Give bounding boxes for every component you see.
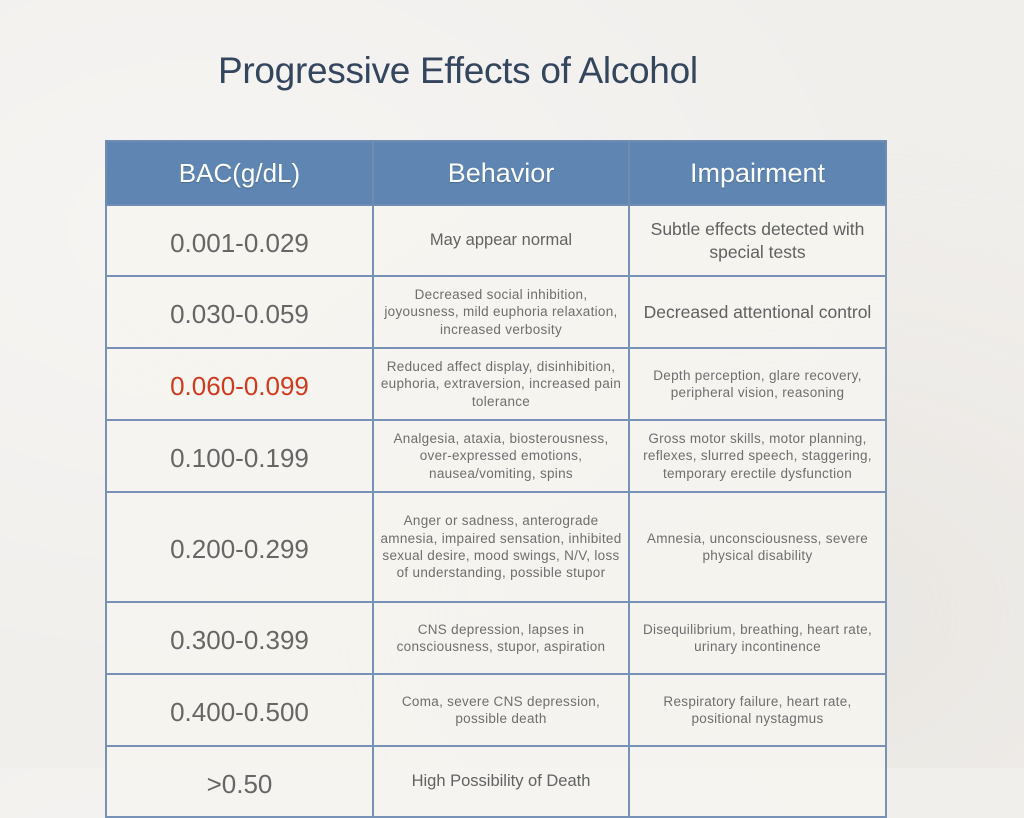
header-impairment: Impairment (628, 140, 887, 206)
header-bac: BAC(g/dL) (105, 140, 374, 206)
bac-cell: 0.300-0.399 (105, 601, 374, 675)
bac-cell: 0.100-0.199 (105, 419, 374, 493)
impairment-cell: Subtle effects detected with special tes… (628, 204, 887, 277)
slide-title: Progressive Effects of Alcohol (218, 50, 698, 91)
bac-cell: 0.030-0.059 (105, 275, 374, 349)
impairment-cell: Decreased attentional control (628, 275, 887, 349)
table-row: 0.030-0.059 Decreased social inhibition,… (105, 275, 887, 349)
impairment-cell: Gross motor skills, motor planning, refl… (628, 419, 887, 493)
table-row: 0.300-0.399 CNS depression, lapses in co… (105, 601, 887, 675)
bac-cell: 0.200-0.299 (105, 491, 374, 603)
table-row: 0.200-0.299 Anger or sadness, anterograd… (105, 491, 887, 603)
behavior-cell: May appear normal (372, 204, 630, 277)
behavior-cell: Reduced affect display, disinhibition, e… (372, 347, 630, 421)
behavior-cell: Decreased social inhibition, joyousness,… (372, 275, 630, 349)
impairment-cell: Disequilibrium, breathing, heart rate, u… (628, 601, 887, 675)
table-header-row: BAC(g/dL) Behavior Impairment (105, 140, 887, 206)
behavior-cell: High Possibility of Death (372, 745, 630, 818)
bac-cell: 0.001-0.029 (105, 204, 374, 277)
impairment-cell: Depth perception, glare recovery, periph… (628, 347, 887, 421)
bac-cell: 0.400-0.500 (105, 673, 374, 747)
header-behavior: Behavior (372, 140, 630, 206)
behavior-cell: Analgesia, ataxia, biosterousness, over-… (372, 419, 630, 493)
impairment-cell-empty (628, 745, 887, 818)
impairment-cell: Amnesia, unconsciousness, severe physica… (628, 491, 887, 603)
table-row: >0.50 High Possibility of Death (105, 745, 887, 818)
behavior-cell: CNS depression, lapses in consciousness,… (372, 601, 630, 675)
bac-cell: >0.50 (105, 745, 374, 818)
table-row: 0.060-0.099 Reduced affect display, disi… (105, 347, 887, 421)
behavior-cell: Anger or sadness, anterograde amnesia, i… (372, 491, 630, 603)
table-row: 0.400-0.500 Coma, severe CNS depression,… (105, 673, 887, 747)
table-row: 0.001-0.029 May appear normal Subtle eff… (105, 204, 887, 277)
behavior-cell: Coma, severe CNS depression, possible de… (372, 673, 630, 747)
table-row: 0.100-0.199 Analgesia, ataxia, biosterou… (105, 419, 887, 493)
bac-cell-highlighted: 0.060-0.099 (105, 347, 374, 421)
impairment-cell: Respiratory failure, heart rate, positio… (628, 673, 887, 747)
alcohol-effects-table: BAC(g/dL) Behavior Impairment 0.001-0.02… (105, 140, 887, 818)
